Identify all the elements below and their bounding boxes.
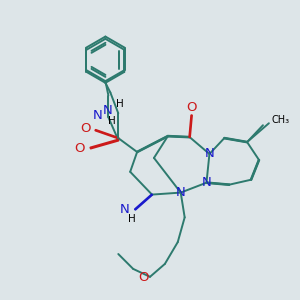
Text: O: O <box>138 271 148 284</box>
Text: N: N <box>176 186 186 199</box>
Text: N: N <box>119 203 129 216</box>
Text: O: O <box>186 101 197 114</box>
Text: O: O <box>74 142 85 154</box>
Text: O: O <box>80 122 91 135</box>
Text: H: H <box>128 214 136 224</box>
Text: H: H <box>109 116 116 126</box>
Text: N: N <box>93 109 102 122</box>
Text: CH₃: CH₃ <box>272 115 290 125</box>
Text: N: N <box>103 104 112 117</box>
Text: N: N <box>205 148 214 160</box>
Text: N: N <box>202 176 211 189</box>
Text: H: H <box>116 99 124 110</box>
